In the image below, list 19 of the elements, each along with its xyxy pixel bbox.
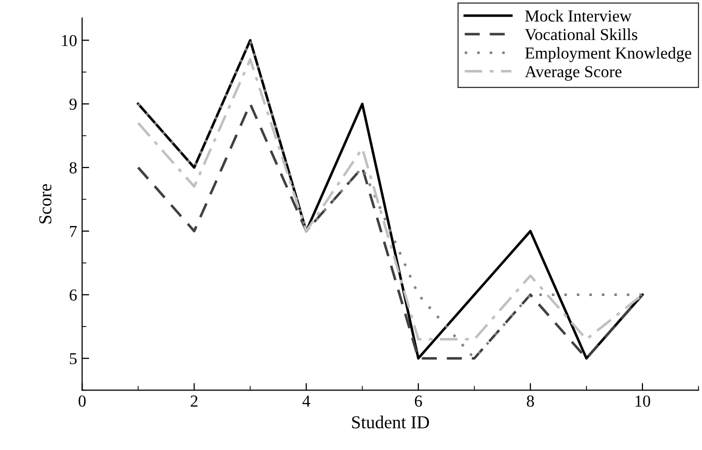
y-tick-label: 9 <box>69 98 77 110</box>
legend-label: Vocational Skills <box>524 28 638 40</box>
x-axis-title: Student ID <box>352 416 429 428</box>
y-tick-label: 10 <box>62 34 77 46</box>
y-tick-label: 5 <box>70 353 77 364</box>
legend-label: Average Score <box>524 66 622 81</box>
y-tick-label: 7 <box>70 226 77 237</box>
legend-label: Mock Interview <box>525 10 632 22</box>
y-axis-title: Score <box>39 184 52 224</box>
x-tick-label: 2 <box>190 396 198 407</box>
legend-label: Employment Knowledge <box>525 46 692 62</box>
x-tick-label: 4 <box>302 396 310 407</box>
y-tick-label: 6 <box>70 289 77 301</box>
x-tick-label: 0 <box>78 395 86 407</box>
x-tick-label: 8 <box>526 395 534 407</box>
x-tick-label: 6 <box>414 396 422 407</box>
line-series <box>136 102 644 360</box>
x-tick-label: 10 <box>636 395 650 407</box>
y-tick-label: 8 <box>70 162 77 174</box>
